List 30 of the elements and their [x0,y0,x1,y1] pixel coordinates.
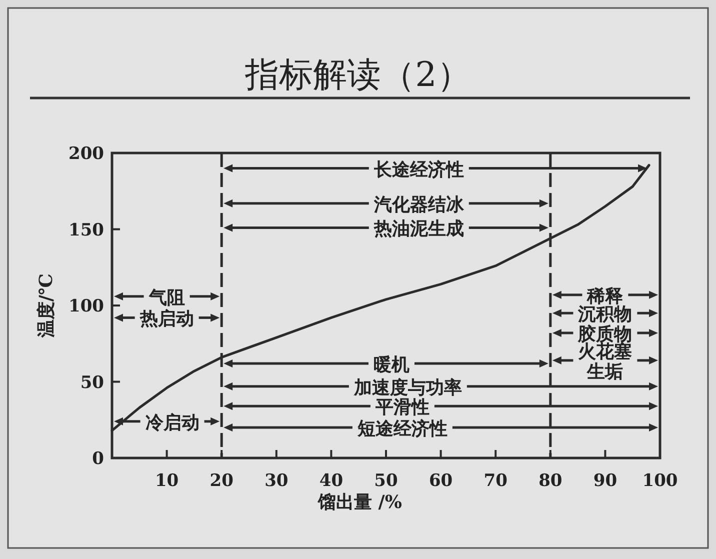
annotation: 短途经济性 [356,418,448,440]
annotation: 平滑性 [374,397,430,418]
x-tick-label: 50 [374,471,398,491]
annotation: 热油泥生成 [372,218,464,240]
annotation: 汽化器结冰 [372,194,465,216]
annotation: 加速度与功率 [352,377,462,398]
x-tick-label: 80 [538,471,562,491]
y-tick-label: 200 [68,144,104,164]
x-axis-title: 馏出量 /% [317,492,402,513]
x-tick-label: 20 [210,471,234,491]
y-tick-label: 0 [92,449,104,469]
x-tick-label: 10 [154,471,179,491]
y-axis-title: 温度/℃ [36,273,57,339]
annotation: 热启动 [138,308,194,330]
annotation: 沉积物 [577,304,632,326]
x-tick-label: 100 [642,471,678,491]
x-tick-label: 90 [593,471,618,491]
annotation: 火花塞生垢 [577,341,632,382]
y-tick-label: 100 [68,296,104,316]
x-tick-label: 70 [484,471,508,491]
chart-title: 指标解读（2） [244,55,471,95]
annotation: 冷启动 [145,412,200,434]
annotation: 暖机 [373,354,410,376]
annotation: 气阻 [148,287,185,308]
y-tick-label: 150 [68,220,104,240]
x-tick-label: 40 [319,471,344,491]
annotation: 长途经济性 [372,159,464,180]
x-tick-label: 30 [264,471,288,491]
x-tick-label: 60 [428,471,453,491]
y-tick-label: 50 [80,372,104,393]
